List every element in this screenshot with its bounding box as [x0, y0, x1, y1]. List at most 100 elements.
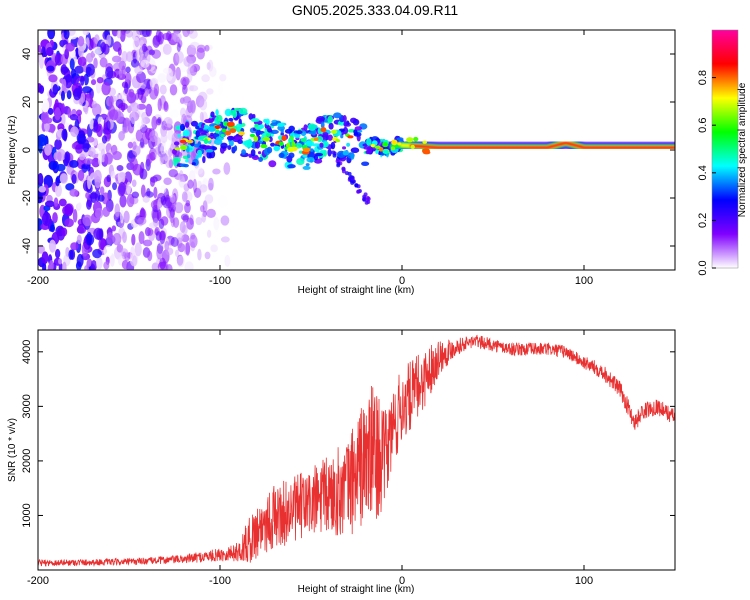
heatmap-ridge-cell [173, 141, 180, 146]
spectrogram-y-tick-label: 20 [21, 96, 33, 108]
heatmap-noise-cell [121, 65, 126, 79]
heatmap-noise-cell [131, 191, 140, 199]
heatmap-noise-cell [91, 157, 101, 168]
heatmap-noise-cell [53, 197, 59, 207]
heatmap-ridge-cell [313, 154, 319, 161]
heatmap-ridge-cell [288, 125, 295, 132]
heatmap-noise-cell [183, 98, 193, 106]
heatmap-noise-cell [206, 61, 211, 71]
heatmap-noise-cell [119, 194, 127, 208]
heatmap-noise-cell [112, 41, 122, 52]
heatmap-noise-cell [134, 242, 142, 257]
heatmap-noise-cell [168, 147, 173, 157]
heatmap-noise-cell [182, 224, 188, 235]
heatmap-ridge-cell [195, 129, 201, 138]
heatmap-noise-cell [69, 249, 76, 260]
heatmap-hot-cell [286, 142, 291, 148]
heatmap-hot-cell [253, 135, 259, 142]
heatmap-noise-cell [93, 227, 104, 240]
heatmap-noise-cell [219, 73, 227, 82]
heatmap-ridge-cell [215, 114, 223, 123]
heatmap-noise-cell [148, 49, 156, 56]
heatmap-noise-cell [149, 222, 158, 229]
heatmap-noise-cell [73, 87, 82, 101]
snr-y-label: SNR (10 * v/v) [7, 418, 18, 482]
heatmap-noise-cell [162, 32, 172, 41]
heatmap-hot-cell [281, 135, 287, 142]
heatmap-noise-cell [180, 213, 189, 221]
heatmap-noise-cell [80, 92, 86, 103]
spectrogram-y-ticks: -40 -20 0 20 40 [21, 48, 675, 254]
heatmap-noise-cell [172, 217, 180, 228]
heatmap-noise-cell [189, 100, 196, 113]
heatmap-ridge-cell [319, 142, 324, 148]
heatmap-ridge-cell [172, 156, 181, 163]
heatmap-noise-cell [77, 133, 87, 145]
heatmap-noise-cell [176, 42, 181, 52]
heatmap-noise-cell [123, 210, 130, 224]
heatmap-ridge-cell [333, 112, 342, 119]
heatmap-hot-cell [220, 133, 225, 138]
heatmap-noise-cell [196, 47, 205, 60]
heatmap-hot-cell [214, 125, 221, 130]
heatmap-noise-cell [41, 212, 52, 227]
heatmap-ridge-cell [342, 150, 349, 156]
snr-x-label: Height of straight line (km) [298, 584, 415, 595]
heatmap-noise-cell [184, 261, 194, 270]
heatmap-noise-cell [52, 212, 58, 224]
heatmap-ridge-cell [309, 148, 314, 152]
heatmap-noise-cell [176, 232, 184, 241]
heatmap-ridge-cell [232, 110, 238, 118]
heatmap-noise-cell [93, 119, 99, 132]
heatmap-hot-cell [262, 136, 271, 142]
heatmap-noise-cell [174, 202, 184, 214]
heatmap-noise-cell [121, 30, 126, 36]
heatmap-noise-cell [160, 143, 167, 155]
heatmap-noise-cell [212, 217, 221, 232]
heatmap-noise-cell [170, 237, 179, 247]
heatmap-ridge-cell [258, 156, 263, 163]
heatmap-noise-cell [124, 81, 129, 95]
heatmap-streak-cell [332, 153, 337, 158]
heatmap-ridge-cell [366, 146, 373, 154]
heatmap-noise-cell [101, 135, 108, 144]
heatmap-noise-cell [180, 157, 187, 165]
heatmap-noise-cell [159, 257, 166, 270]
heatmap-streak-cell [362, 196, 367, 201]
heatmap-noise-cell [199, 98, 208, 111]
heatmap-noise-cell [96, 76, 104, 84]
heatmap-noise-cell [200, 205, 205, 213]
heatmap-noise-cell [62, 261, 67, 270]
heatmap-hot-cell [302, 147, 311, 153]
heatmap-noise-cell [112, 232, 122, 246]
heatmap-ridge-cell [316, 135, 324, 143]
heatmap-noise-cell [114, 203, 121, 218]
heatmap-hot-cell [370, 143, 376, 148]
heatmap-ridge-cell [308, 131, 316, 135]
heatmap-noise-cell [95, 80, 102, 94]
snr-y-ticks: 1000 2000 3000 4000 [21, 340, 675, 528]
heatmap-noise-cell [59, 173, 68, 184]
chart-title: GN05.2025.333.04.09.R11 [291, 2, 459, 18]
heatmap-noise-cell [47, 30, 56, 40]
heatmap-noise-cell [78, 45, 84, 58]
heatmap-noise-cell [182, 96, 192, 104]
heatmap-noise-cell [160, 132, 168, 144]
heatmap-ridge-cell [267, 128, 273, 133]
heatmap-noise-cell [163, 177, 172, 186]
heatmap-hot-cell [391, 139, 398, 146]
heatmap-noise-cell [149, 177, 156, 187]
heatmap-noise-cell [207, 182, 214, 191]
heatmap-ridge-cell [296, 130, 303, 135]
heatmap-noise-cell [189, 66, 196, 74]
heatmap-hot-cell [390, 146, 396, 151]
heatmap-noise-cell [60, 103, 66, 114]
heatmap-ridge-cell [268, 160, 277, 168]
heatmap-noise-cell [183, 242, 191, 255]
heatmap-noise-cell [163, 100, 169, 111]
heatmap-noise-cell [49, 224, 56, 233]
heatmap-noise-cell [185, 199, 191, 207]
spectrogram-y-tick-label: -20 [21, 190, 33, 206]
heatmap-ridge-cell [302, 165, 311, 170]
heatmap-ridge-cell [190, 120, 199, 127]
